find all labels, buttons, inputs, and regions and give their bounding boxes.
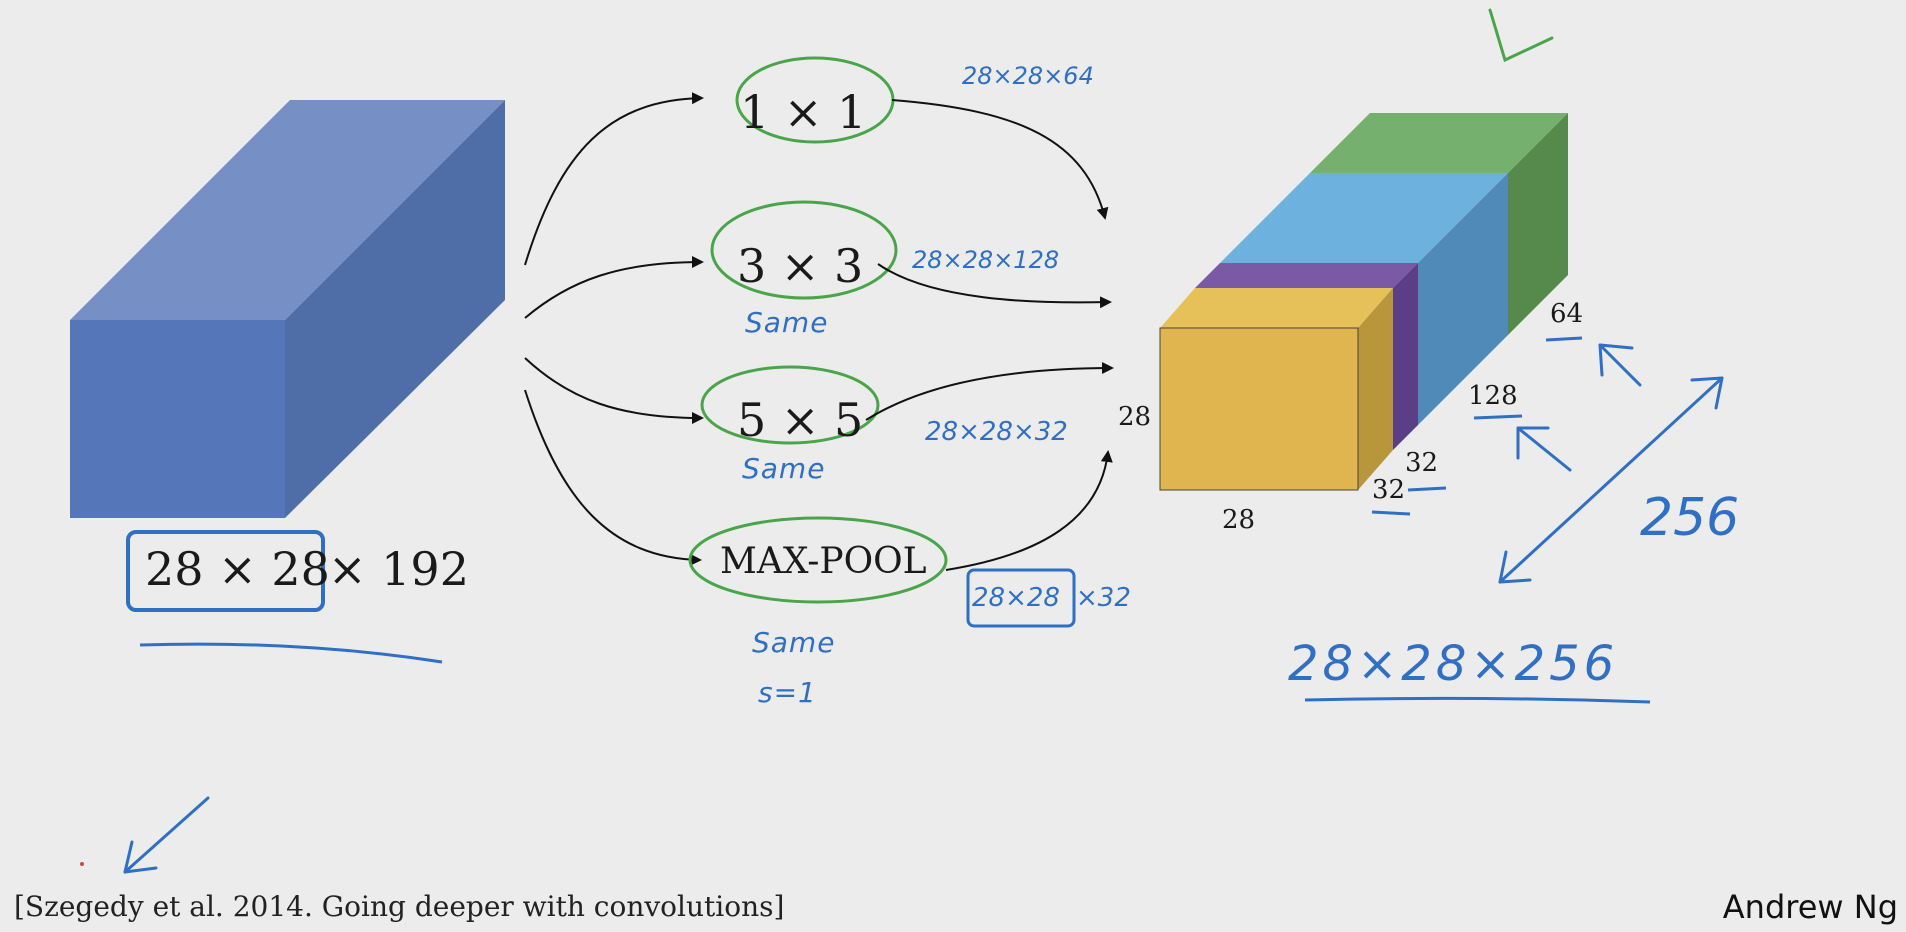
- blue-slab-side: [1418, 173, 1508, 425]
- out-height-label: 28: [1118, 402, 1151, 432]
- arrow-to-3x3: [524, 256, 704, 319]
- out-note-1x1: 28×28×64: [962, 62, 1094, 90]
- arrow-to-1x1: [524, 92, 704, 266]
- arrow-to-5x5: [524, 357, 704, 424]
- branch-maxpool: MAX-POOL: [688, 516, 948, 604]
- branch-1x1: 1 × 1: [735, 56, 895, 144]
- green-oval: [700, 365, 880, 445]
- out-depth-32b-label: 32: [1405, 448, 1438, 478]
- pointer-128: [1516, 426, 1572, 472]
- input-volume-side: [285, 100, 505, 518]
- branch-op-label: 1 × 1: [740, 85, 866, 139]
- pad-note-5x5: Same: [742, 452, 825, 485]
- input-underline: [139, 642, 443, 664]
- pad-note-3x3: Same: [745, 306, 828, 339]
- depth-underlines: [1371, 336, 1583, 516]
- out-note-3x3: 28×28×128: [912, 246, 1059, 274]
- branch-5x5: 5 × 5: [700, 365, 880, 447]
- out-note-5x5: 28×28×32: [925, 417, 1068, 447]
- branch-op-label: 5 × 5: [737, 393, 863, 447]
- out-width-label: 28: [1222, 505, 1255, 535]
- input-dims-box: [126, 530, 325, 612]
- input-dims-boxed: 28 × 28: [145, 542, 330, 596]
- arrow-from-3x3: [877, 263, 1112, 309]
- out-depth-128-label: 128: [1468, 381, 1518, 411]
- out-note-maxpool-rest: ×32: [1076, 583, 1131, 613]
- input-volume-front: [70, 320, 285, 518]
- output-volume: [1159, 113, 1568, 491]
- output-result: 28×28×256: [1288, 636, 1618, 692]
- yellow-slab-top: [1160, 288, 1393, 328]
- branch-op-label: 3 × 3: [737, 239, 863, 293]
- pointer-64: [1598, 343, 1642, 387]
- green-slab-side: [1508, 113, 1568, 335]
- author-name: Andrew Ng: [1722, 888, 1898, 926]
- out-depth-32a-label: 32: [1372, 475, 1405, 505]
- green-oval: [688, 516, 948, 604]
- yellow-slab-front: [1159, 327, 1359, 491]
- red-dot: [80, 862, 84, 866]
- total-depth-arrow: [1498, 376, 1724, 584]
- out-depth-64-label: 64: [1550, 299, 1583, 329]
- input-dims-rest: × 192: [328, 542, 469, 596]
- branch-op-label: MAX-POOL: [720, 541, 927, 582]
- purple-slab-top: [1195, 263, 1418, 288]
- output-underline: [1304, 696, 1651, 704]
- purple-slab-side: [1393, 263, 1418, 450]
- total-depth-label: 256: [1640, 488, 1739, 548]
- arrow-from-1x1: [891, 99, 1109, 220]
- input-volume-top: [70, 100, 505, 320]
- arrow-from-maxpool: [945, 450, 1113, 571]
- citation: [Szegedy et al. 2014. Going deeper with …: [14, 890, 785, 923]
- green-oval: [710, 200, 898, 300]
- blue-slab-top: [1220, 173, 1508, 263]
- arrow-to-maxpool: [524, 389, 702, 566]
- yellow-slab-side: [1358, 288, 1393, 490]
- output-arrows: [865, 99, 1114, 571]
- input-arrows: [524, 92, 704, 566]
- pointer-arrows: [1516, 343, 1642, 472]
- stride-note-maxpool: s=1: [758, 676, 817, 709]
- out-note-maxpool-boxed: 28×28: [972, 583, 1060, 613]
- branch-3x3: 3 × 3: [710, 200, 898, 300]
- green-check-mark: [1488, 8, 1554, 63]
- green-slab-top: [1310, 113, 1568, 173]
- pad-note-maxpool: Same: [752, 626, 835, 659]
- input-volume: [70, 100, 505, 518]
- citation-pointer-arrow: [123, 796, 210, 874]
- out-note-maxpool-box: [966, 568, 1076, 628]
- arrow-from-5x5: [865, 362, 1114, 421]
